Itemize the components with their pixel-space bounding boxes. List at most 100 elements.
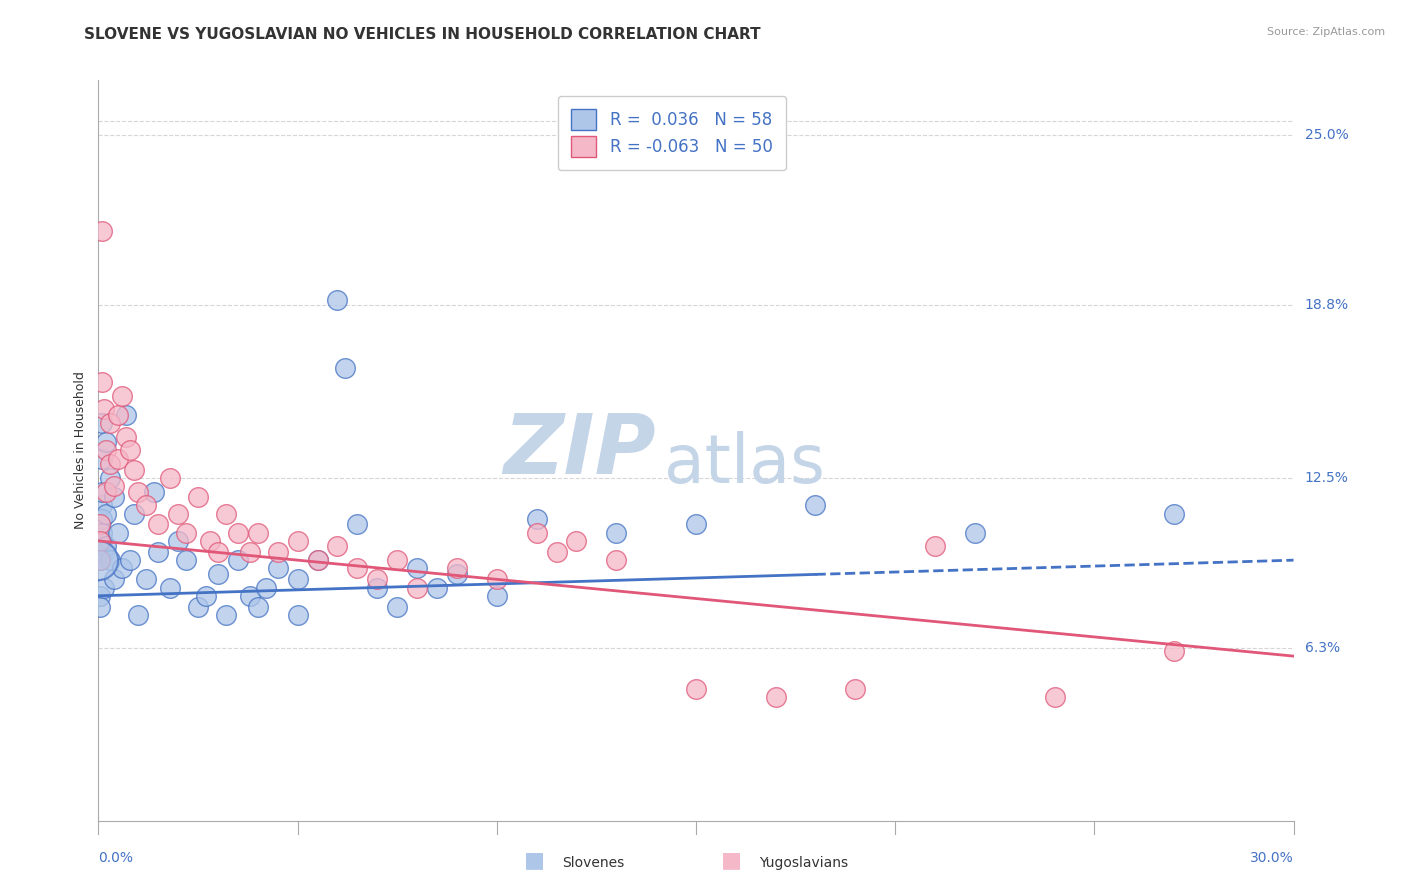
Point [127, 607, 149, 622]
Point [307, 553, 329, 567]
Point [187, 490, 209, 504]
Point [167, 533, 190, 548]
Point [90, 224, 112, 238]
Point [526, 525, 548, 540]
Point [174, 553, 197, 567]
Point [346, 517, 368, 532]
Point [1163, 507, 1185, 521]
Point [98, 416, 122, 430]
Point [96, 443, 118, 458]
Point [120, 553, 142, 567]
Legend: R =  0.036   N = 58, R = -0.063   N = 50: R = 0.036 N = 58, R = -0.063 N = 50 [558, 96, 786, 170]
Point [526, 512, 548, 526]
Point [215, 507, 238, 521]
Point [546, 545, 568, 559]
Point [485, 589, 508, 603]
Point [385, 553, 409, 567]
Text: 18.8%: 18.8% [1305, 298, 1348, 312]
Point [111, 561, 134, 575]
Point [187, 599, 209, 614]
Point [963, 525, 986, 540]
Point [215, 607, 238, 622]
Text: ■: ■ [721, 850, 741, 870]
Point [239, 545, 262, 559]
Point [91, 525, 114, 540]
Point [90, 533, 112, 548]
Point [89, 553, 111, 567]
Point [115, 430, 138, 444]
Point [148, 545, 170, 559]
Text: 12.5%: 12.5% [1305, 471, 1348, 485]
Point [207, 545, 229, 559]
Point [159, 581, 181, 595]
Point [89, 599, 111, 614]
Point [446, 566, 468, 581]
Point [87, 553, 110, 567]
Point [159, 471, 181, 485]
Point [143, 484, 166, 499]
Point [1163, 643, 1185, 657]
Point [924, 540, 946, 554]
Point [115, 408, 138, 422]
Point [565, 533, 588, 548]
Point [406, 561, 429, 575]
Point [804, 498, 827, 512]
Point [91, 451, 114, 466]
Point [107, 408, 129, 422]
Point [287, 607, 309, 622]
Text: 25.0%: 25.0% [1305, 128, 1348, 142]
Point [93, 402, 115, 417]
Point [98, 471, 122, 485]
Point [267, 545, 290, 559]
Point [107, 451, 129, 466]
Point [89, 517, 111, 532]
Point [89, 553, 111, 567]
Point [485, 572, 508, 586]
Point [226, 525, 249, 540]
Text: 30.0%: 30.0% [1250, 851, 1294, 865]
Point [366, 572, 388, 586]
Text: ZIP: ZIP [503, 410, 657, 491]
Point [96, 540, 118, 554]
Point [326, 293, 349, 307]
Point [246, 599, 269, 614]
Point [685, 681, 707, 696]
Point [254, 581, 277, 595]
Point [765, 690, 787, 705]
Point [96, 507, 118, 521]
Point [287, 533, 309, 548]
Point [239, 589, 262, 603]
Point [226, 553, 249, 567]
Point [426, 581, 449, 595]
Point [96, 435, 118, 450]
Point [124, 507, 146, 521]
Text: 6.3%: 6.3% [1305, 640, 1340, 655]
Point [685, 517, 707, 532]
Point [135, 572, 157, 586]
Point [207, 566, 229, 581]
Point [103, 572, 125, 586]
Point [91, 512, 114, 526]
Point [103, 479, 125, 493]
Point [346, 561, 368, 575]
Point [198, 533, 221, 548]
Point [93, 581, 115, 595]
Text: Yugoslavians: Yugoslavians [759, 855, 848, 870]
Text: Slovenes: Slovenes [562, 855, 624, 870]
Point [267, 561, 290, 575]
Point [103, 490, 125, 504]
Point [605, 553, 627, 567]
Point [307, 553, 329, 567]
Point [605, 525, 627, 540]
Point [385, 599, 409, 614]
Text: 0.0%: 0.0% [98, 851, 134, 865]
Point [844, 681, 866, 696]
Point [98, 457, 122, 471]
Text: SLOVENE VS YUGOSLAVIAN NO VEHICLES IN HOUSEHOLD CORRELATION CHART: SLOVENE VS YUGOSLAVIAN NO VEHICLES IN HO… [84, 27, 761, 42]
Point [89, 589, 111, 603]
Y-axis label: No Vehicles in Household: No Vehicles in Household [75, 372, 87, 529]
Text: ■: ■ [524, 850, 544, 870]
Point [107, 525, 129, 540]
Point [93, 545, 115, 559]
Point [287, 572, 309, 586]
